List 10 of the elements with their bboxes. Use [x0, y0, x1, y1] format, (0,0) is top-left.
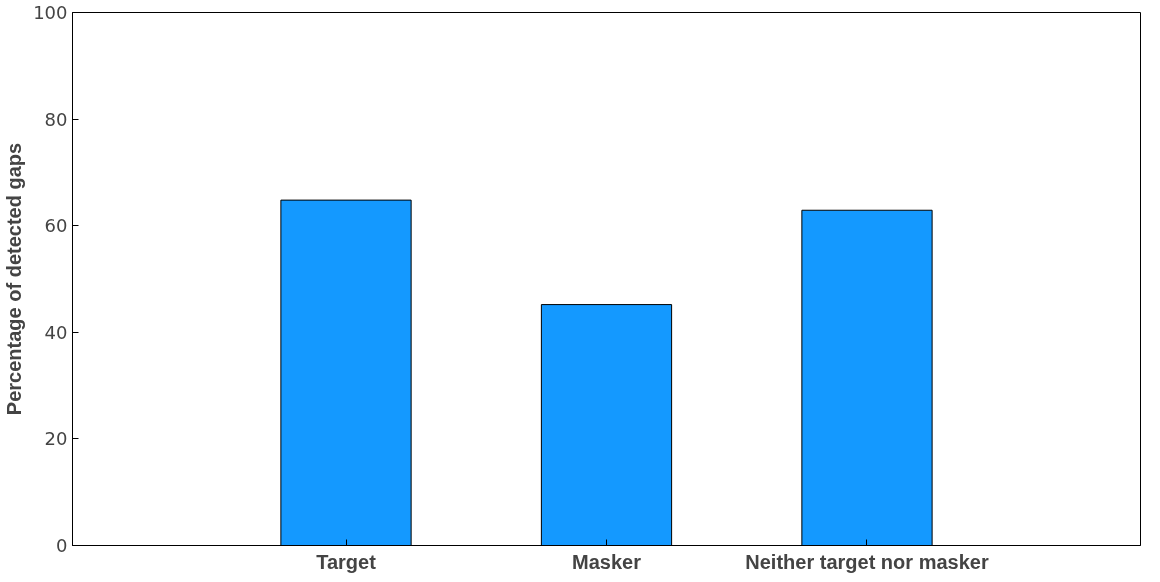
y-tick-label: 0: [56, 535, 68, 556]
y-tick-label: 80: [44, 108, 68, 130]
y-tick-label: 100: [33, 2, 68, 23]
y-axis-title: Percentage of detected gaps: [3, 142, 26, 416]
x-tick-label: Masker: [572, 550, 642, 573]
y-tick-label: 20: [44, 428, 68, 450]
y-tick-label: 40: [44, 321, 68, 343]
x-tick-label: Target: [316, 550, 377, 573]
y-tick-label: 60: [44, 215, 68, 237]
x-tick-label: Neither target nor masker: [745, 550, 989, 573]
